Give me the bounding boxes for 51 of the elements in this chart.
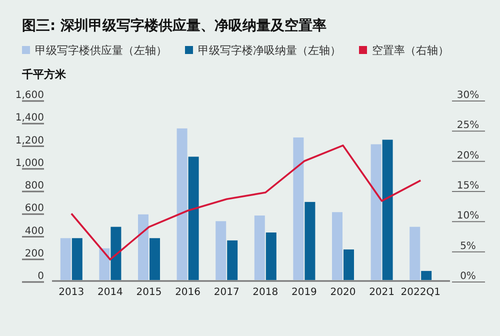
- y-tick-label: 200: [24, 248, 44, 260]
- y2-tick-label: 25%: [456, 120, 480, 132]
- x-tick-label: 2021: [369, 287, 395, 298]
- y2-tick-label: 20%: [456, 150, 480, 162]
- y-axis-title: 千平方米: [21, 68, 67, 81]
- legend-label: 甲级写字楼供应量（左轴）: [35, 44, 167, 57]
- y-tick-label: 800: [24, 180, 44, 192]
- bar: [72, 238, 82, 280]
- y2-tick-label: 10%: [456, 210, 480, 222]
- bar: [254, 216, 265, 280]
- bar: [410, 226, 420, 280]
- bar: [370, 144, 382, 280]
- legend-label: 空置率（右轴）: [372, 44, 449, 57]
- chart-title: 图三: 深圳甲级写字楼供应量、净吸纳量及空置率: [22, 17, 326, 34]
- y-tick-label: 1,200: [15, 135, 44, 146]
- bar: [382, 140, 393, 280]
- legend-label: 甲级写字楼净吸纳量（左轴）: [198, 44, 341, 57]
- y-tick-label: 0: [38, 271, 44, 282]
- bar: [176, 128, 188, 280]
- x-tick-label: 2017: [214, 287, 240, 298]
- y-tick-label: 400: [24, 226, 44, 237]
- y-tick-label: 1,000: [15, 158, 44, 169]
- y2-tick-label: 15%: [456, 180, 480, 192]
- bar: [332, 212, 342, 280]
- bar: [344, 249, 354, 280]
- bar: [150, 238, 160, 280]
- bar: [60, 238, 71, 280]
- x-tick-label: 2019: [291, 287, 317, 298]
- bar: [293, 137, 304, 280]
- y-tick-label: 1,400: [15, 112, 44, 124]
- y2-tick-label: 30%: [456, 90, 480, 101]
- x-tick-label: 2013: [58, 287, 84, 298]
- x-tick-label: 2022Q1: [400, 287, 440, 298]
- bar: [216, 221, 226, 280]
- x-tick-label: 2015: [136, 287, 162, 298]
- bar: [227, 240, 238, 280]
- y-tick-label: 600: [24, 203, 44, 214]
- x-tick-label: 2016: [175, 287, 201, 298]
- x-tick-label: 2014: [97, 287, 123, 298]
- y2-tick-label: 0%: [460, 271, 476, 282]
- x-tick-label: 2020: [330, 287, 356, 298]
- bar: [266, 232, 276, 280]
- bar: [138, 214, 148, 280]
- x-tick-label: 2018: [252, 287, 278, 298]
- bar: [304, 202, 316, 280]
- bar: [99, 248, 110, 280]
- y-tick-label: 1,600: [15, 90, 44, 101]
- bar: [110, 226, 122, 280]
- bar: [188, 156, 199, 280]
- bar: [421, 270, 432, 280]
- y2-tick-label: 5%: [460, 240, 476, 252]
